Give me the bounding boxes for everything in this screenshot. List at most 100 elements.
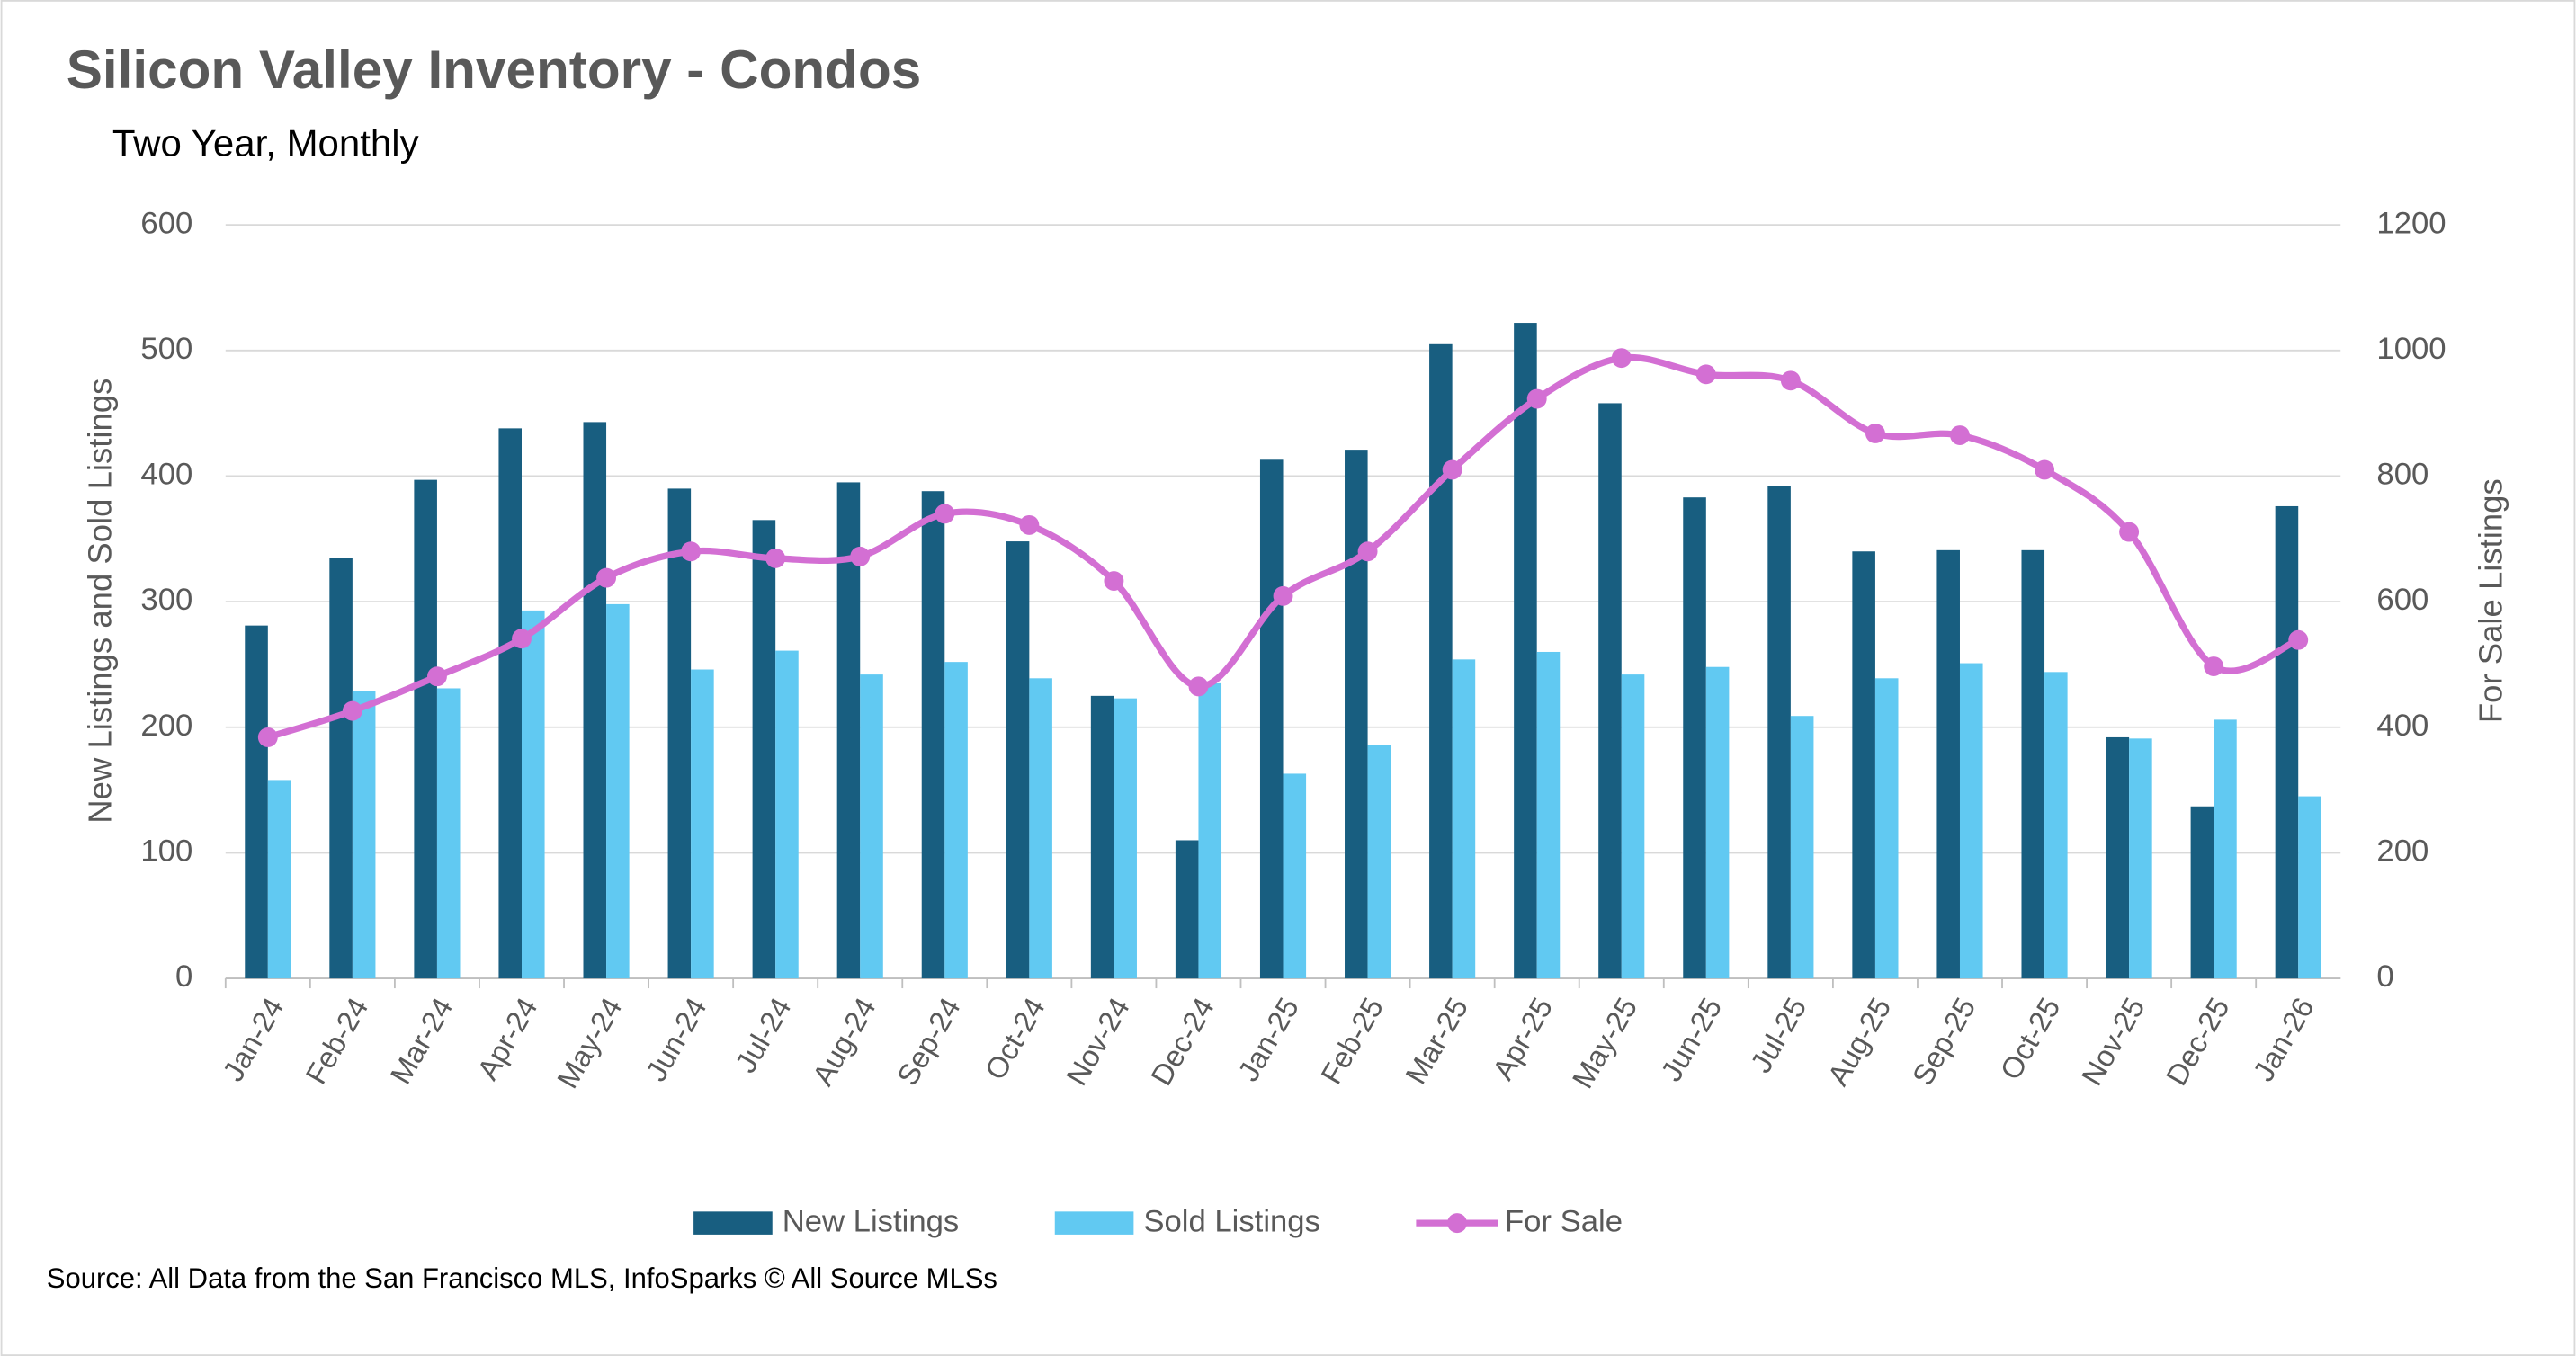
line-marker <box>1442 459 1462 480</box>
bar <box>1090 695 1114 979</box>
y2-tick-label: 1000 <box>2376 332 2446 366</box>
y-tick-label: 100 <box>140 834 192 869</box>
bar <box>2129 738 2152 979</box>
bar <box>414 479 437 979</box>
line-marker <box>681 541 702 562</box>
line-marker <box>765 548 786 568</box>
line-marker <box>342 700 362 721</box>
source-note: Source: All Data from the San Francisco … <box>47 1262 997 1294</box>
bar <box>944 662 968 979</box>
y-tick-label: 0 <box>175 959 192 994</box>
line-marker <box>1611 348 1632 369</box>
bar <box>329 558 353 979</box>
y2-tick-label: 1200 <box>2376 206 2446 240</box>
y2-tick-label: 200 <box>2376 834 2428 869</box>
y2-axis-title: For Sale Listings <box>2473 478 2509 723</box>
y2-tick-label: 0 <box>2376 959 2393 994</box>
bar <box>2044 672 2068 979</box>
line-marker <box>1780 370 1801 391</box>
bar <box>860 674 883 979</box>
bar <box>1345 450 1368 979</box>
bar <box>775 650 799 979</box>
bar <box>1959 663 1983 979</box>
line-marker <box>1188 676 1209 697</box>
line-marker <box>2204 656 2224 676</box>
legend-swatch <box>693 1211 773 1235</box>
bar <box>1874 678 1899 979</box>
bar <box>1705 666 1730 979</box>
y2-tick-label: 800 <box>2376 458 2428 492</box>
bar <box>921 491 945 979</box>
bar <box>2214 719 2237 979</box>
chart-title: Silicon Valley Inventory - Condos <box>67 39 922 100</box>
legend-swatch <box>1054 1211 1134 1235</box>
line-marker <box>596 567 617 588</box>
bar <box>1283 773 1307 979</box>
line-marker <box>1357 541 1378 562</box>
y-tick-label: 400 <box>140 458 192 492</box>
bar <box>1598 403 1622 979</box>
bar <box>2275 505 2299 979</box>
bar <box>1198 682 1222 979</box>
line-marker <box>1695 364 1716 385</box>
line-marker <box>1526 388 1547 409</box>
line-marker <box>1104 571 1124 592</box>
bar <box>521 610 545 979</box>
line-marker <box>2119 522 2140 542</box>
bar <box>267 780 291 979</box>
line-marker <box>1950 425 1970 446</box>
bar <box>498 428 522 979</box>
y2-tick-label: 600 <box>2376 583 2428 617</box>
bar <box>1790 716 1814 979</box>
line-marker <box>1019 514 1040 535</box>
bar <box>245 625 268 979</box>
line-marker <box>935 504 955 524</box>
bar <box>606 603 630 979</box>
bar <box>1175 840 1199 979</box>
bar <box>1429 343 1453 979</box>
bar <box>2021 549 2045 979</box>
line-marker <box>2035 459 2055 480</box>
bar <box>1936 549 1960 979</box>
legend-label: For Sale <box>1505 1204 1623 1238</box>
line-marker <box>426 666 447 687</box>
line-marker <box>1273 585 1293 606</box>
bar <box>583 422 607 979</box>
bar <box>2106 736 2130 979</box>
bar <box>752 520 776 979</box>
bar <box>1683 497 1706 979</box>
y2-tick-label: 400 <box>2376 709 2428 743</box>
y-axis-title: New Listings and Sold Listings <box>82 379 119 824</box>
y-tick-label: 600 <box>140 206 192 240</box>
line-marker <box>512 629 532 649</box>
line-marker <box>850 546 871 566</box>
y-tick-label: 200 <box>140 709 192 743</box>
bar <box>1259 459 1284 979</box>
bar <box>1767 486 1791 979</box>
legend-label: New Listings <box>783 1204 960 1238</box>
bar <box>1852 551 1875 979</box>
bar <box>2298 796 2321 979</box>
bar <box>1452 659 1476 979</box>
bar <box>1006 541 1030 979</box>
line-marker <box>1865 424 1885 443</box>
y-tick-label: 500 <box>140 332 192 366</box>
line-marker <box>2288 629 2309 650</box>
bar <box>1536 651 1561 979</box>
legend-label: Sold Listings <box>1143 1204 1320 1238</box>
bar <box>1621 674 1645 979</box>
bar <box>1514 323 1537 979</box>
line-marker <box>257 727 278 747</box>
bar <box>436 688 461 979</box>
bar <box>1367 745 1391 979</box>
y-tick-label: 300 <box>140 583 192 617</box>
bar <box>1114 698 1137 979</box>
bar <box>667 488 692 979</box>
legend-swatch <box>1447 1213 1467 1234</box>
bar <box>691 669 714 979</box>
bar <box>352 691 376 979</box>
chart-subtitle: Two Year, Monthly <box>112 122 419 165</box>
